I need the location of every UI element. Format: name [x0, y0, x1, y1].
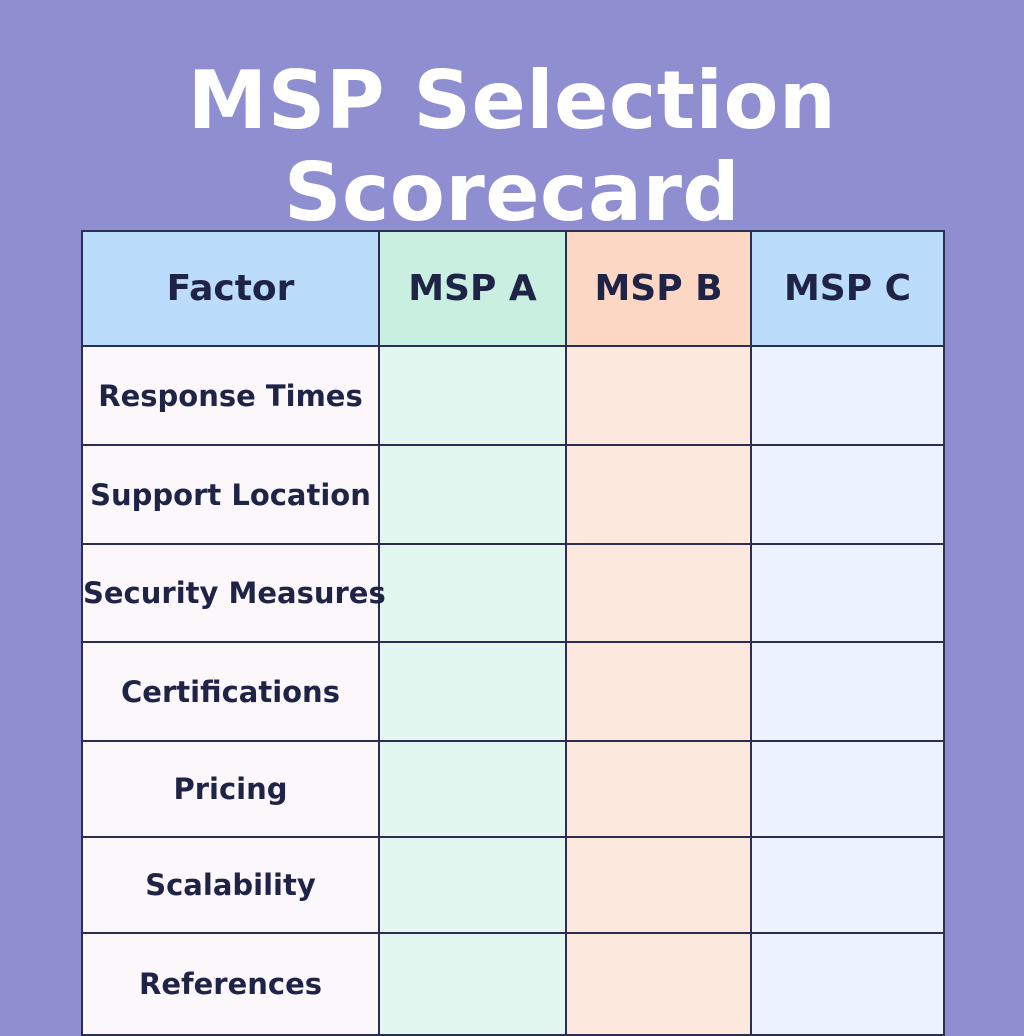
msp-c-score-cell[interactable]	[750, 345, 945, 446]
page-title-line-2: Scorecard	[283, 145, 741, 239]
factor-cell: Scalability	[81, 836, 380, 934]
header-msp-b: MSP B	[565, 230, 752, 347]
factor-cell: Security Measures	[81, 543, 386, 643]
msp-a-score-cell[interactable]	[378, 345, 567, 446]
scorecard-table: Factor MSP A MSP B MSP C Response Times …	[81, 230, 945, 1036]
table-row: References	[81, 932, 945, 1036]
msp-b-score-cell[interactable]	[565, 836, 752, 934]
msp-a-score-cell[interactable]	[378, 740, 567, 838]
table-row: Response Times	[81, 345, 945, 446]
msp-b-score-cell[interactable]	[565, 932, 752, 1036]
msp-c-score-cell[interactable]	[750, 641, 945, 742]
msp-c-score-cell[interactable]	[750, 836, 945, 934]
factor-cell: Pricing	[81, 740, 380, 838]
page-title-line-1: MSP Selection	[187, 53, 837, 147]
table-row: Scalability	[81, 836, 945, 934]
factor-cell: Support Location	[81, 444, 380, 545]
msp-b-score-cell[interactable]	[565, 740, 752, 838]
table-row: Security Measures	[81, 543, 945, 643]
msp-a-score-cell[interactable]	[378, 932, 567, 1036]
msp-b-score-cell[interactable]	[565, 543, 752, 643]
table-row: Certifications	[81, 641, 945, 742]
msp-a-score-cell[interactable]	[378, 836, 567, 934]
table-row: Support Location	[81, 444, 945, 545]
header-factor: Factor	[81, 230, 380, 347]
page-title: MSP Selection Scorecard	[0, 54, 1024, 239]
table-row: Pricing	[81, 740, 945, 838]
msp-c-score-cell[interactable]	[750, 740, 945, 838]
msp-a-score-cell[interactable]	[378, 641, 567, 742]
msp-c-score-cell[interactable]	[750, 932, 945, 1036]
msp-b-score-cell[interactable]	[565, 444, 752, 545]
msp-a-score-cell[interactable]	[378, 543, 567, 643]
msp-c-score-cell[interactable]	[750, 543, 945, 643]
factor-cell: Response Times	[81, 345, 380, 446]
header-msp-c: MSP C	[750, 230, 945, 347]
factor-cell: Certifications	[81, 641, 380, 742]
msp-b-score-cell[interactable]	[565, 345, 752, 446]
header-row: Factor MSP A MSP B MSP C	[81, 230, 945, 347]
factor-cell: References	[81, 932, 380, 1036]
msp-a-score-cell[interactable]	[378, 444, 567, 545]
msp-c-score-cell[interactable]	[750, 444, 945, 545]
msp-b-score-cell[interactable]	[565, 641, 752, 742]
header-msp-a: MSP A	[378, 230, 567, 347]
